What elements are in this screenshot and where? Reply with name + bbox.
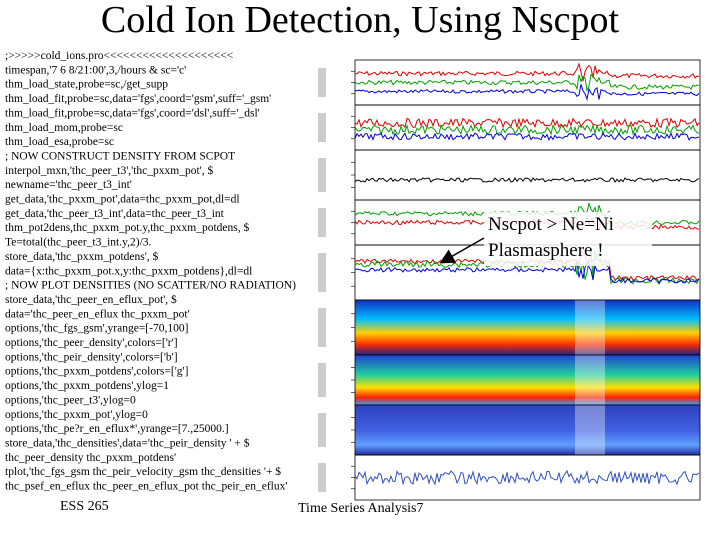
panel-label bbox=[318, 208, 326, 237]
code-line: options,'thc_peer_density',colors=['r'] bbox=[5, 337, 178, 349]
spectrogram-patch bbox=[575, 405, 605, 455]
plot-trace bbox=[354, 84, 700, 102]
annotation-line: Nscpot > Ne=Ni bbox=[488, 214, 614, 235]
panel-label bbox=[318, 68, 326, 97]
code-line: Te=total(thc_peer_t3_int.y,2)/3. bbox=[5, 237, 152, 249]
plot-trace bbox=[354, 123, 700, 136]
spectrogram bbox=[355, 300, 700, 355]
code-line: timespan,'7 6 8/21:00',3,/hours & sc='c' bbox=[5, 64, 186, 76]
panel-label bbox=[318, 413, 326, 447]
code-line: thm_load_mom,probe=sc bbox=[5, 122, 123, 134]
code-line: thc_peer_density thc_pxxm_potdens' bbox=[5, 452, 176, 464]
plot-trace bbox=[354, 131, 700, 141]
code-line: thc_psef_en_eflux thc_peer_en_eflux_pot … bbox=[5, 481, 287, 493]
code-line: thm_pot2dens,thc_pxxm_pot.y,thc_pxxm_pot… bbox=[5, 221, 250, 234]
footer-left: ESS 265 bbox=[60, 499, 109, 514]
code-line: options,'thc_peir_density',colors=['b'] bbox=[5, 351, 178, 363]
panel-label bbox=[318, 113, 326, 142]
code-line: get_data,'thc_pxxm_pot',data=thc_pxxm_po… bbox=[5, 194, 240, 206]
code-line: ; NOW CONSTRUCT DENSITY FROM SCPOT bbox=[5, 150, 235, 162]
code-line: thm_load_state,probe=sc,/get_supp bbox=[5, 79, 168, 91]
code-line: get_data,'thc_peer_t3_int',data=thc_peer… bbox=[5, 208, 225, 220]
footer-center: Time Series Analysis7 bbox=[298, 501, 424, 516]
annotation-line: Plasmasphere ! bbox=[488, 240, 604, 261]
code-line: thm_load_fit,probe=sc,data='fgs',coord='… bbox=[5, 107, 260, 119]
plot-trace bbox=[354, 73, 700, 93]
plot-trace bbox=[354, 261, 700, 284]
code-line: options,'thc_fgs_gsm',yrange=[-70,100] bbox=[5, 323, 188, 335]
code-line: store_data,'thc_densities',data='thc_pei… bbox=[5, 436, 250, 449]
spectrogram-patch bbox=[575, 355, 605, 405]
panel-label bbox=[318, 253, 326, 292]
code-line: thm_load_fit,probe=sc,data='fgs',coord='… bbox=[5, 93, 271, 105]
code-line: data='thc_peer_en_eflux thc_pxxm_pot' bbox=[5, 308, 190, 320]
spectrogram bbox=[355, 355, 700, 405]
annotation-arrow bbox=[439, 237, 485, 264]
spectrogram bbox=[355, 405, 700, 455]
code-line: options,'thc_pxxm_potdens',colors=['g'] bbox=[5, 366, 188, 378]
plot-image bbox=[310, 57, 715, 512]
code-line: tplot,'thc_fgs_gsm thc_peir_velocity_gsm… bbox=[5, 465, 281, 478]
panel-label bbox=[318, 308, 326, 347]
code-line: data={x:thc_pxxm_pot.x,y:thc_pxxm_potden… bbox=[5, 265, 252, 277]
plot-trace bbox=[354, 62, 700, 82]
code-line: thm_load_esa,probe=sc bbox=[5, 136, 114, 148]
code-line: newname='thc_peer_t3_int' bbox=[5, 179, 132, 191]
plot-trace bbox=[354, 116, 700, 129]
panel-label bbox=[318, 463, 326, 492]
plot-trace bbox=[354, 469, 700, 486]
code-block: ;>>>>>cold_ions.pro<<<<<<<<<<<<<<<<<<<<t… bbox=[5, 50, 296, 493]
slide-title: Cold Ion Detection, Using Nscpot bbox=[101, 0, 620, 41]
plot-trace bbox=[354, 177, 700, 183]
panel-label bbox=[318, 363, 326, 397]
code-line: interpol_mxn,'thc_peer_t3','thc_pxxm_pot… bbox=[5, 164, 213, 177]
code-line: options,'thc_pxxm_potdens',ylog=1 bbox=[5, 380, 169, 392]
code-line: ;>>>>>cold_ions.pro<<<<<<<<<<<<<<<<<<<< bbox=[5, 50, 233, 62]
code-line: options,'thc_pxxm_pot',ylog=0 bbox=[5, 409, 148, 421]
code-line: store_data,'thc_peer_en_eflux_pot', $ bbox=[5, 293, 177, 306]
panel-label bbox=[318, 158, 326, 192]
code-line: ; NOW PLOT DENSITIES (NO SCATTER/NO RADI… bbox=[5, 280, 296, 292]
code-line: options,'thc_peer_t3',ylog=0 bbox=[5, 394, 136, 406]
spectrogram-patch bbox=[575, 300, 605, 355]
annotation-bg bbox=[484, 212, 652, 266]
code-line: options,'thc_pe?r_en_eflux*',yrange=[7.,… bbox=[5, 423, 229, 435]
code-line: store_data,'thc_pxxm_potdens', $ bbox=[5, 250, 159, 263]
